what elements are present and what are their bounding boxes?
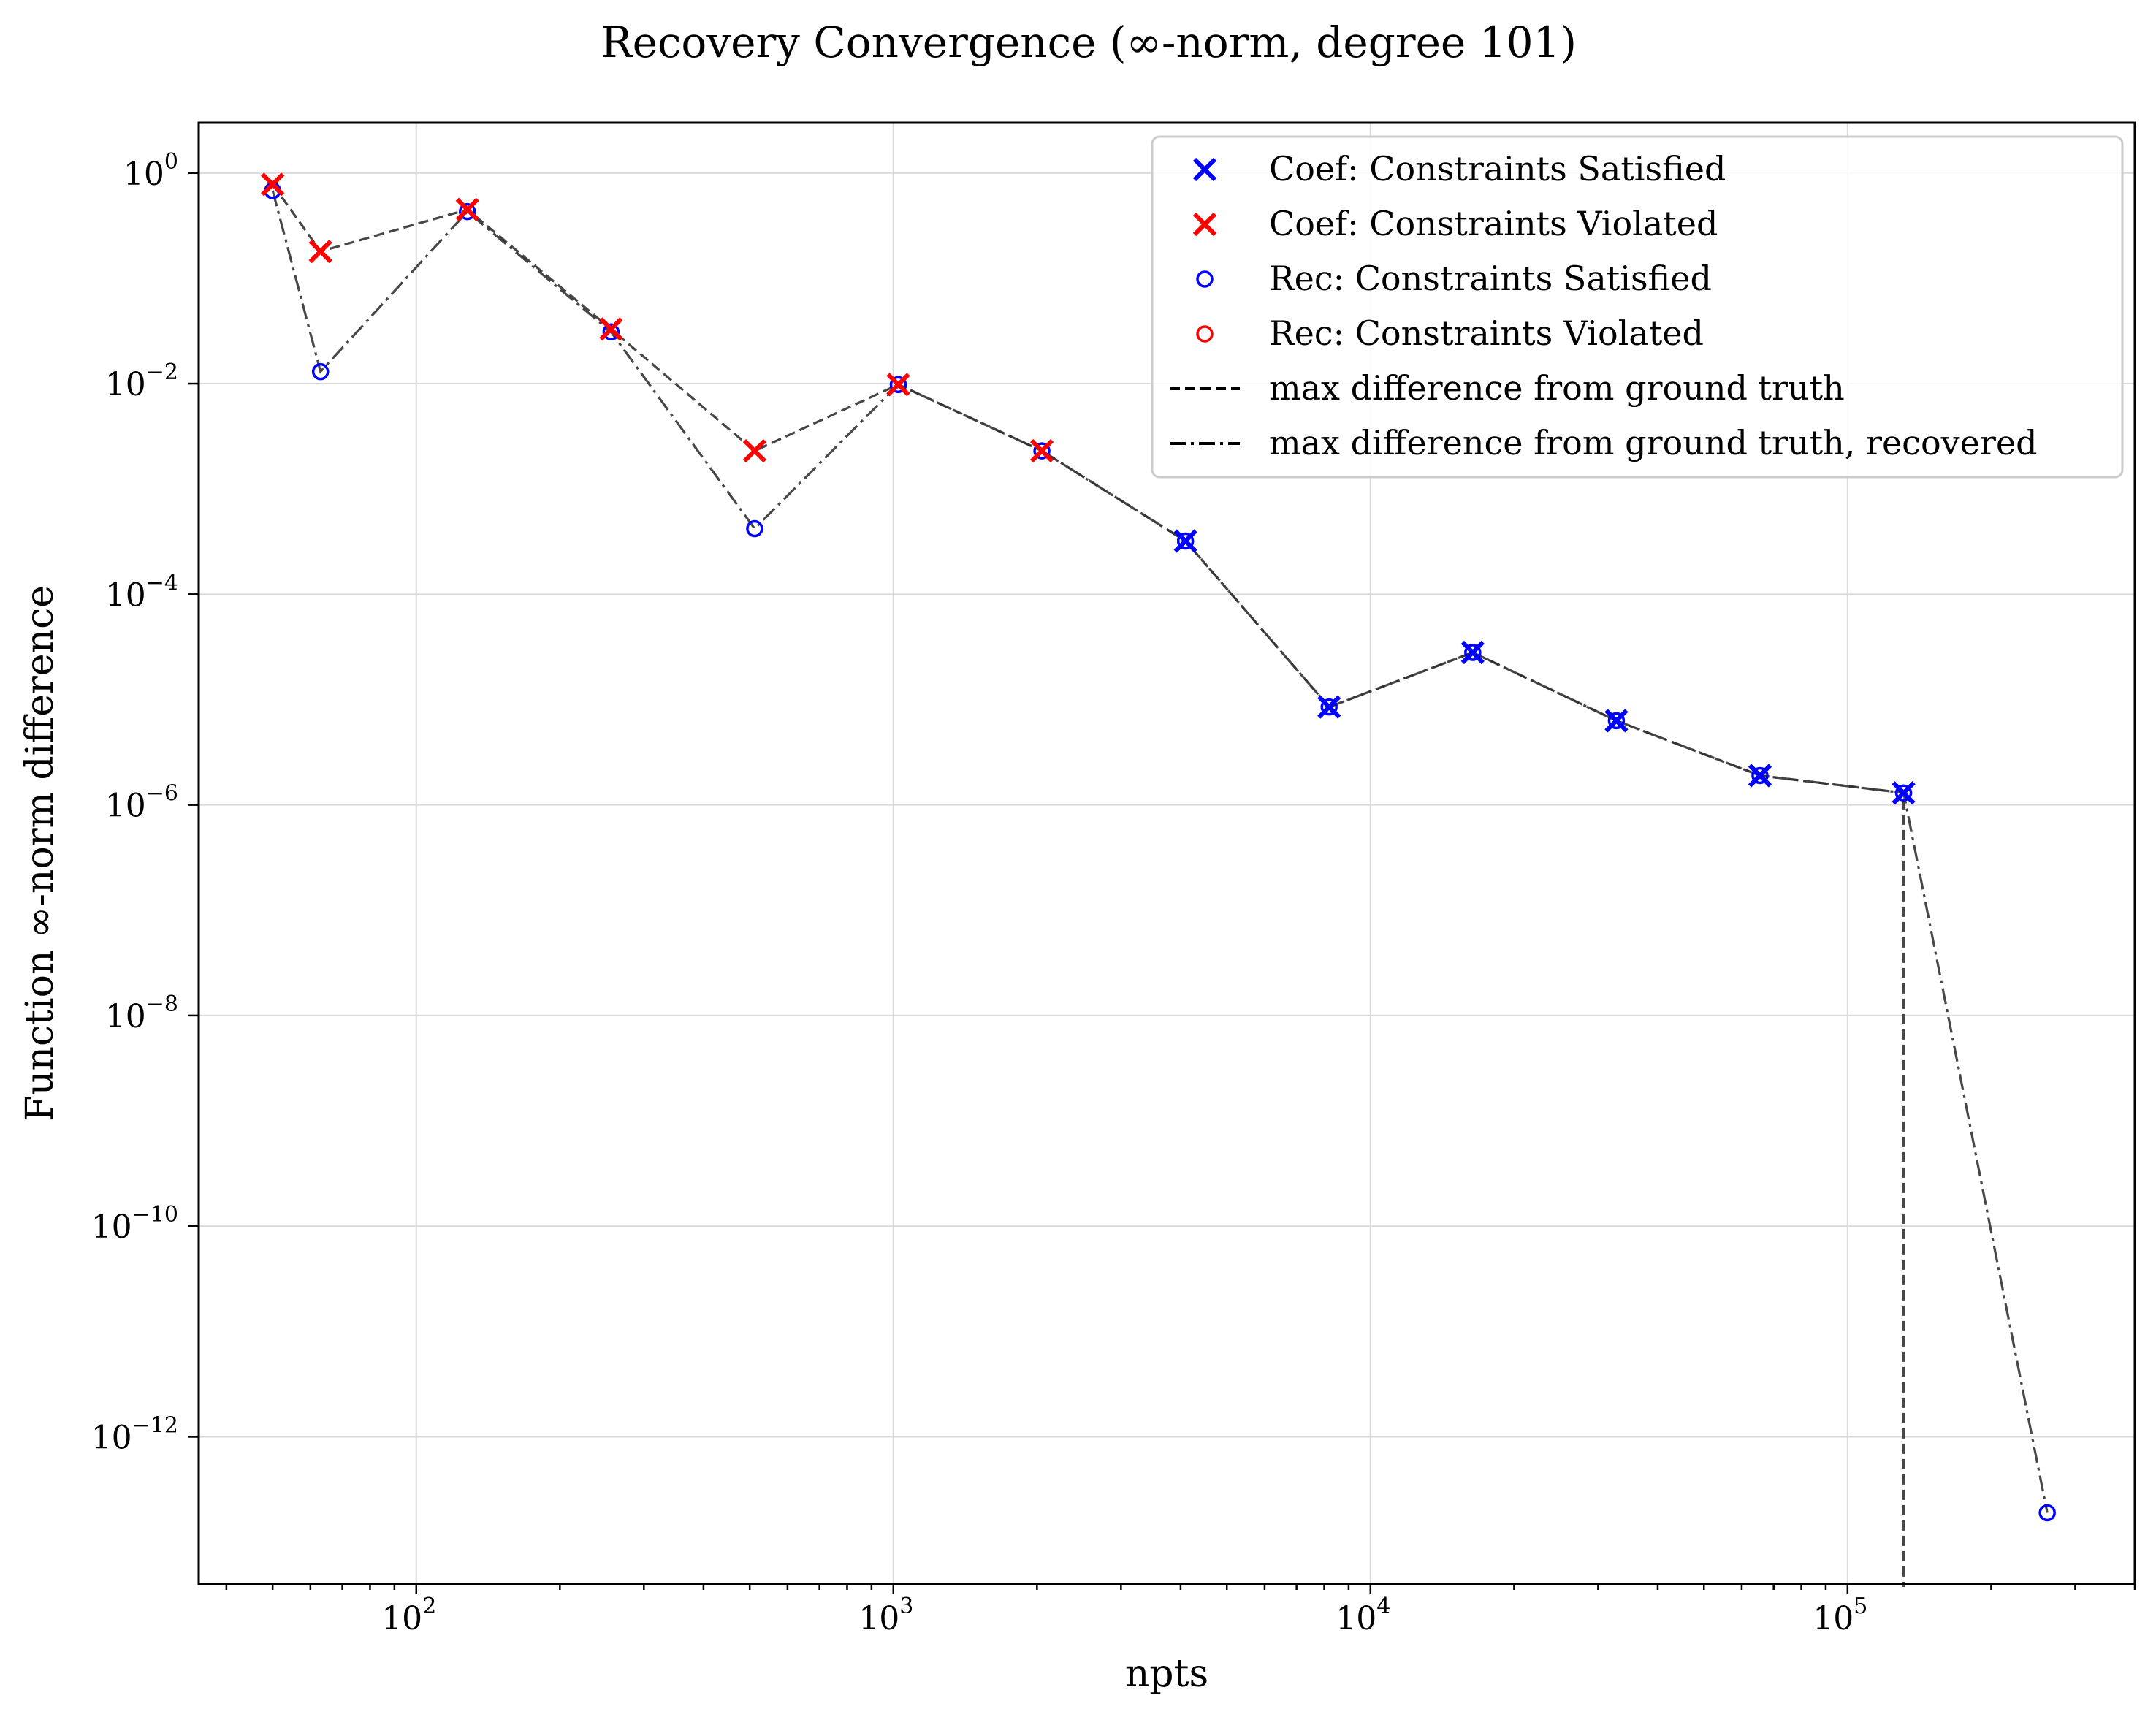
rec-point bbox=[458, 202, 476, 221]
coef-point bbox=[1604, 709, 1629, 733]
marker-stroke bbox=[261, 172, 285, 197]
marker-stroke bbox=[1460, 640, 1485, 665]
legend-marker-circle bbox=[1196, 270, 1214, 288]
legend-label: Coef: Constraints Violated bbox=[1269, 204, 1718, 243]
coef-point bbox=[1173, 529, 1197, 553]
y-tick-label: 10−6 bbox=[105, 781, 178, 825]
rec-point bbox=[1751, 766, 1769, 785]
rec-point bbox=[2038, 1504, 2056, 1522]
coef-point bbox=[599, 317, 623, 341]
y-tick-label: 10−8 bbox=[105, 991, 178, 1035]
y-tick-label: 10−12 bbox=[91, 1412, 178, 1456]
coef-point bbox=[261, 172, 285, 197]
rec-point bbox=[746, 519, 763, 538]
chart-title: Recovery Convergence (∞-norm, degree 101… bbox=[601, 18, 1577, 67]
marker-stroke bbox=[1192, 212, 1217, 237]
legend-marker-cross bbox=[1192, 157, 1217, 182]
legend-marker-circle bbox=[1196, 325, 1214, 343]
rec-point bbox=[889, 376, 907, 394]
legend-label: max difference from ground truth, recove… bbox=[1269, 423, 2038, 462]
y-tick-label: 10−2 bbox=[105, 359, 178, 403]
legend-marker-cross bbox=[1192, 212, 1217, 237]
marker-stroke bbox=[1029, 438, 1054, 463]
coef-point bbox=[1317, 695, 1341, 719]
series-lines bbox=[271, 183, 2049, 1587]
rec-point bbox=[1464, 644, 1482, 661]
coef-point bbox=[455, 197, 479, 221]
marker-stroke bbox=[1173, 529, 1197, 553]
marker-stroke bbox=[742, 438, 767, 463]
y-tick-label: 10−4 bbox=[105, 570, 178, 614]
rec-point bbox=[602, 323, 620, 340]
marker-stroke bbox=[1892, 781, 1916, 805]
coef-point bbox=[1892, 781, 1916, 805]
marker-stroke bbox=[1317, 695, 1341, 719]
x-tick-label: 102 bbox=[381, 1594, 436, 1637]
marker-stroke bbox=[455, 197, 479, 221]
data-markers bbox=[261, 172, 2056, 1522]
y-axis-label: Function ∞-norm difference bbox=[18, 585, 62, 1122]
marker-stroke bbox=[1748, 764, 1772, 788]
marker-stroke bbox=[308, 240, 332, 264]
coef-point bbox=[1460, 640, 1485, 665]
rec-series-line bbox=[271, 190, 2049, 1513]
coef-point bbox=[886, 373, 910, 397]
legend-label: max difference from ground truth bbox=[1269, 368, 1845, 408]
rec-point bbox=[1033, 442, 1051, 460]
y-tick-label: 100 bbox=[123, 149, 178, 193]
y-tick-label: 10−10 bbox=[91, 1202, 178, 1246]
x-axis-label: npts bbox=[1125, 1652, 1208, 1696]
marker-stroke bbox=[1604, 709, 1629, 733]
rec-point bbox=[1320, 698, 1338, 716]
legend: Coef: Constraints Satisfied Coef: Constra… bbox=[1151, 135, 2124, 479]
legend-box bbox=[1151, 135, 2124, 479]
x-tick-label: 103 bbox=[858, 1594, 913, 1637]
marker-stroke bbox=[599, 317, 623, 341]
legend-label: Coef: Constraints Satisfied bbox=[1269, 149, 1726, 189]
x-tick-label: 105 bbox=[1813, 1594, 1867, 1637]
coef-point bbox=[308, 240, 332, 264]
legend-label: Rec: Constraints Satisfied bbox=[1269, 259, 1712, 298]
rec-point bbox=[1607, 712, 1626, 730]
x-tick-label: 104 bbox=[1336, 1594, 1390, 1637]
rec-point bbox=[311, 362, 330, 381]
marker-stroke bbox=[1192, 157, 1217, 182]
axis-ticks: 102 103 104 105 100 10−2 10−4 10−6 10−8 10−10 10−1… bbox=[91, 149, 2136, 1637]
coef-point bbox=[742, 438, 767, 463]
plot-frame bbox=[197, 121, 2136, 1585]
rec-point bbox=[1176, 532, 1195, 550]
rec-point bbox=[1894, 784, 1913, 802]
coef-point bbox=[1748, 764, 1772, 788]
legend-label: Rec: Constraints Violated bbox=[1269, 313, 1704, 353]
marker-stroke bbox=[886, 373, 910, 397]
coef-point bbox=[1029, 438, 1054, 463]
